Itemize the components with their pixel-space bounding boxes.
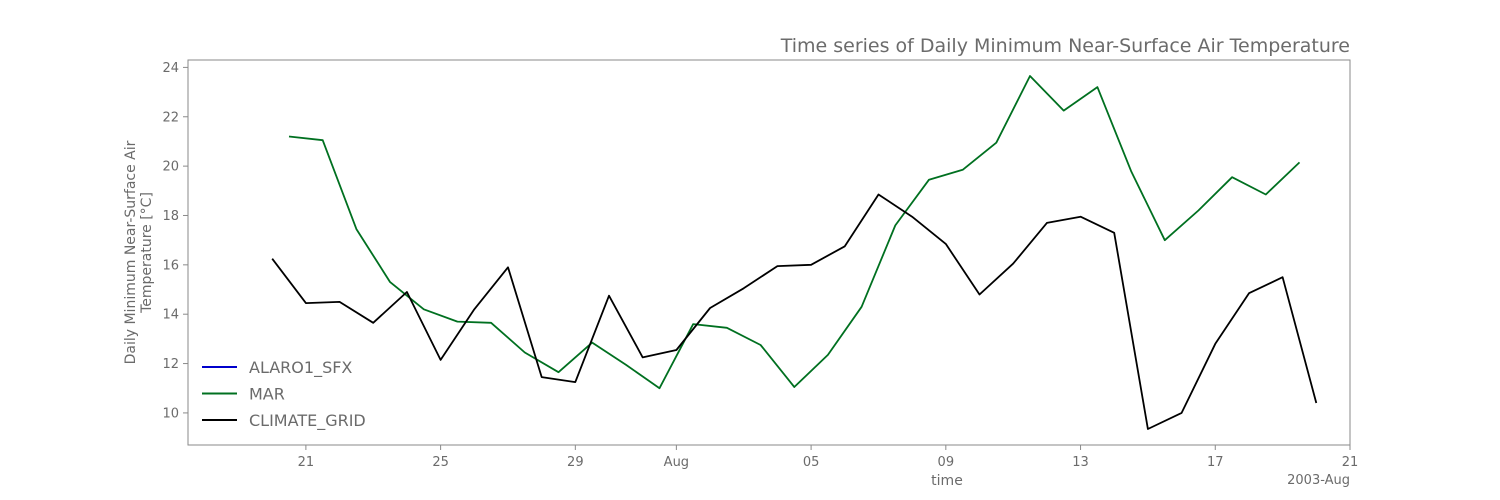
chart-title: Time series of Daily Minimum Near-Surfac… (780, 35, 1350, 57)
x-tick-label: Aug (664, 455, 689, 470)
legend-label: CLIMATE_GRID (249, 411, 366, 431)
x-axis-offset-label: 2003-Aug (1287, 473, 1350, 488)
y-tick-label: 14 (162, 308, 179, 323)
y-tick-label: 24 (162, 61, 179, 76)
y-axis-label: Daily Minimum Near-Surface Air Temperatu… (123, 140, 155, 364)
x-tick-label: 21 (298, 455, 315, 470)
y-tick-label: 22 (162, 110, 179, 125)
legend: ALARO1_SFX MAR CLIMATE_GRID (202, 358, 366, 431)
legend-label: MAR (249, 385, 285, 404)
x-tick-label: 05 (803, 455, 820, 470)
series-line-mar (288, 75, 1301, 390)
x-tick-label: 17 (1207, 455, 1224, 470)
y-tick-label: 10 (162, 406, 179, 421)
series-layer (271, 75, 1318, 430)
x-tick-label: 09 (938, 455, 955, 470)
plot-frame (187, 59, 1351, 446)
y-tick-label: 18 (162, 209, 179, 224)
x-tick-label: 29 (567, 455, 584, 470)
x-tick-label: 25 (432, 455, 449, 470)
y-axis-label-line-2: Temperature [°C] (139, 192, 155, 314)
ticks-layer: 10 12 14 16 18 20 22 24 21 25 29 Aug 05 09 13 17 21 (162, 61, 1358, 470)
y-tick-label: 12 (162, 357, 179, 372)
y-tick-label: 16 (162, 258, 179, 273)
x-axis-label: time (931, 473, 963, 489)
series-line-climate-grid (271, 193, 1318, 430)
x-tick-label: 13 (1072, 455, 1089, 470)
legend-label: ALARO1_SFX (249, 358, 352, 378)
y-axis-label-line-1: Daily Minimum Near-Surface Air (123, 140, 139, 364)
y-tick-label: 20 (162, 160, 179, 175)
x-tick-label: 21 (1342, 455, 1359, 470)
